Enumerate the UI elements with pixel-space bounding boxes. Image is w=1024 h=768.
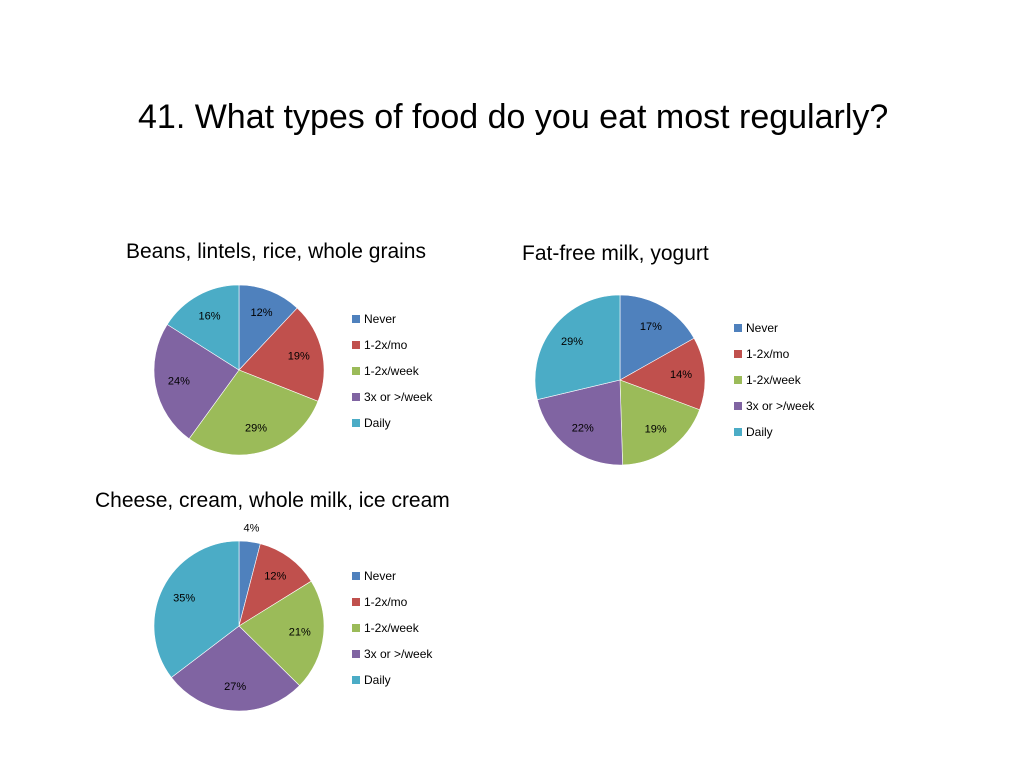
legend-item-1-2x-week: 1-2x/week bbox=[352, 364, 432, 390]
legend-item-daily: Daily bbox=[734, 425, 814, 451]
legend-swatch-daily bbox=[734, 428, 742, 436]
slide-title: 41. What types of food do you eat most r… bbox=[138, 98, 889, 136]
legend-label-1-2x-week: 1-2x/week bbox=[364, 364, 419, 378]
legend-item-1-2x-week: 1-2x/week bbox=[352, 621, 432, 647]
legend-label-never: Never bbox=[746, 321, 779, 335]
legend-label-3x-week: 3x or >/week bbox=[364, 390, 433, 404]
legend-swatch-never bbox=[734, 324, 742, 332]
legend-label-never: Never bbox=[364, 569, 397, 583]
legend-swatch-3x-week bbox=[734, 402, 742, 410]
legend-swatch-1-2x-week bbox=[734, 376, 742, 384]
pie-slice-1-2x-week bbox=[188, 369, 319, 456]
slice-label-1-2x-mo: 12% bbox=[264, 571, 286, 583]
slice-label-3x-week: 22% bbox=[572, 423, 594, 435]
legend-swatch-1-2x-week bbox=[352, 367, 360, 375]
legend-item-never: Never bbox=[352, 569, 432, 595]
legend-label-1-2x-mo: 1-2x/mo bbox=[746, 347, 790, 361]
pie-slice-1-2x-week bbox=[238, 580, 325, 687]
legend-swatch-3x-week bbox=[352, 393, 360, 401]
chart-title-beans: Beans, lintels, rice, whole grains bbox=[126, 240, 426, 263]
pie-chart-beans: 12% 19% 29% 24% 16% bbox=[153, 284, 325, 456]
pie-slice-1-2x-week bbox=[619, 379, 701, 466]
chart-title-milk: Fat-free milk, yogurt bbox=[522, 242, 709, 265]
legend-swatch-never bbox=[352, 572, 360, 580]
pie-chart-cheese: 4% 12% 21% 27% 35% bbox=[153, 523, 325, 712]
legend-item-never: Never bbox=[734, 321, 814, 347]
legend-item-daily: Daily bbox=[352, 673, 432, 699]
legend-item-1-2x-mo: 1-2x/mo bbox=[734, 347, 814, 373]
legend-swatch-1-2x-mo bbox=[352, 341, 360, 349]
pie-slice-never bbox=[619, 294, 695, 381]
slice-label-daily: 35% bbox=[173, 593, 195, 605]
pie-slice-3x-week bbox=[170, 625, 301, 712]
legend-item-daily: Daily bbox=[352, 416, 432, 442]
slice-label-1-2x-mo: 19% bbox=[288, 351, 310, 363]
chart-title-cheese: Cheese, cream, whole milk, ice cream bbox=[95, 489, 450, 512]
slice-label-daily: 16% bbox=[199, 310, 221, 322]
slice-label-never: 12% bbox=[251, 307, 273, 319]
slice-label-1-2x-week: 19% bbox=[645, 424, 667, 436]
legend-label-daily: Daily bbox=[746, 425, 773, 439]
legend-label-3x-week: 3x or >/week bbox=[746, 399, 815, 413]
slice-label-never: 17% bbox=[640, 321, 662, 333]
slice-label-1-2x-mo: 14% bbox=[670, 369, 692, 381]
legend-label-1-2x-mo: 1-2x/mo bbox=[364, 595, 408, 609]
legend-item-3x-week: 3x or >/week bbox=[352, 647, 432, 673]
legend-label-1-2x-week: 1-2x/week bbox=[746, 373, 801, 387]
legend-item-never: Never bbox=[352, 312, 432, 338]
legend-label-3x-week: 3x or >/week bbox=[364, 647, 433, 661]
pie-chart-milk: 17% 14% 19% 22% 29% bbox=[534, 294, 706, 466]
pie-slice-daily bbox=[153, 540, 240, 678]
legend-item-3x-week: 3x or >/week bbox=[352, 390, 432, 416]
legend-label-1-2x-mo: 1-2x/mo bbox=[364, 338, 408, 352]
legend-swatch-daily bbox=[352, 676, 360, 684]
pie-slice-daily bbox=[534, 294, 621, 401]
slice-label-1-2x-week: 29% bbox=[245, 423, 267, 435]
legend-item-1-2x-mo: 1-2x/mo bbox=[352, 595, 432, 621]
legend-swatch-daily bbox=[352, 419, 360, 427]
legend-item-1-2x-week: 1-2x/week bbox=[734, 373, 814, 399]
pie-slice-1-2x-mo bbox=[238, 543, 312, 627]
legend-swatch-1-2x-mo bbox=[734, 350, 742, 358]
legend-label-never: Never bbox=[364, 312, 397, 326]
legend-label-daily: Daily bbox=[364, 416, 391, 430]
legend-swatch-3x-week bbox=[352, 650, 360, 658]
legend-milk: Never 1-2x/mo 1-2x/week 3x or >/week Dai… bbox=[734, 321, 814, 451]
pie-slice-1-2x-mo bbox=[238, 307, 325, 402]
slice-label-3x-week: 24% bbox=[168, 375, 190, 387]
slice-label-never: 4% bbox=[243, 523, 259, 535]
legend-label-1-2x-week: 1-2x/week bbox=[364, 621, 419, 635]
legend-cheese: Never 1-2x/mo 1-2x/week 3x or >/week Dai… bbox=[352, 569, 432, 699]
slice-label-daily: 29% bbox=[561, 336, 583, 348]
slice-label-1-2x-week: 21% bbox=[289, 627, 311, 639]
pie-slice-3x-week bbox=[536, 379, 623, 466]
legend-item-1-2x-mo: 1-2x/mo bbox=[352, 338, 432, 364]
legend-swatch-1-2x-week bbox=[352, 624, 360, 632]
pie-slice-daily bbox=[166, 284, 240, 371]
pie-slice-3x-week bbox=[153, 324, 240, 440]
legend-label-daily: Daily bbox=[364, 673, 391, 687]
legend-swatch-1-2x-mo bbox=[352, 598, 360, 606]
pie-slice-1-2x-mo bbox=[619, 337, 706, 411]
legend-item-3x-week: 3x or >/week bbox=[734, 399, 814, 425]
legend-beans: Never 1-2x/mo 1-2x/week 3x or >/week Dai… bbox=[352, 312, 432, 442]
legend-swatch-never bbox=[352, 315, 360, 323]
pie-slice-never bbox=[238, 284, 298, 371]
slice-label-3x-week: 27% bbox=[224, 681, 246, 693]
